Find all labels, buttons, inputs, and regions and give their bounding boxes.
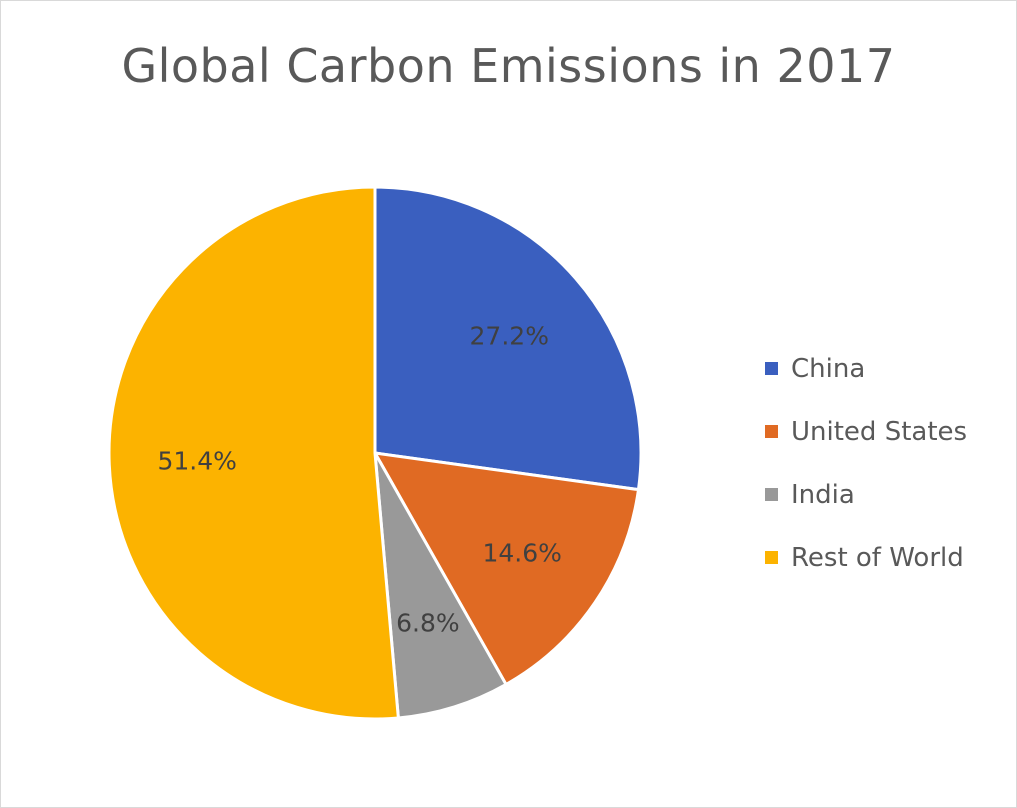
pie-slice-china xyxy=(373,185,643,492)
legend-label-rest-of-world: Rest of World xyxy=(791,542,964,573)
data-label-rest-of-world: 51.4% xyxy=(157,446,236,475)
legend-label-india: India xyxy=(791,479,855,510)
data-label-china: 27.2% xyxy=(470,322,549,351)
pie-data-labels: 27.2% 14.6% 6.8% 51.4% xyxy=(157,322,561,638)
pie-slices xyxy=(107,185,643,721)
legend-item-rest-of-world: Rest of World xyxy=(765,526,967,589)
legend-item-china: China xyxy=(765,337,967,400)
pie-slice-india xyxy=(373,451,508,720)
legend-label-united-states: United States xyxy=(791,416,968,447)
pie-slice-united-states xyxy=(373,451,640,686)
data-label-india: 6.8% xyxy=(396,608,460,637)
legend-item-united-states: United States xyxy=(765,400,967,463)
legend: China United States India Rest of World xyxy=(765,337,967,589)
legend-swatch-china xyxy=(765,362,778,375)
legend-swatch-india xyxy=(765,488,778,501)
legend-swatch-united-states xyxy=(765,425,778,438)
legend-label-china: China xyxy=(791,353,866,384)
legend-item-india: India xyxy=(765,463,967,526)
legend-swatch-rest-of-world xyxy=(765,551,778,564)
chart-title: Global Carbon Emissions in 2017 xyxy=(121,39,896,93)
data-label-united-states: 14.6% xyxy=(483,539,562,568)
pie-slice-rest-of-world xyxy=(107,185,400,721)
